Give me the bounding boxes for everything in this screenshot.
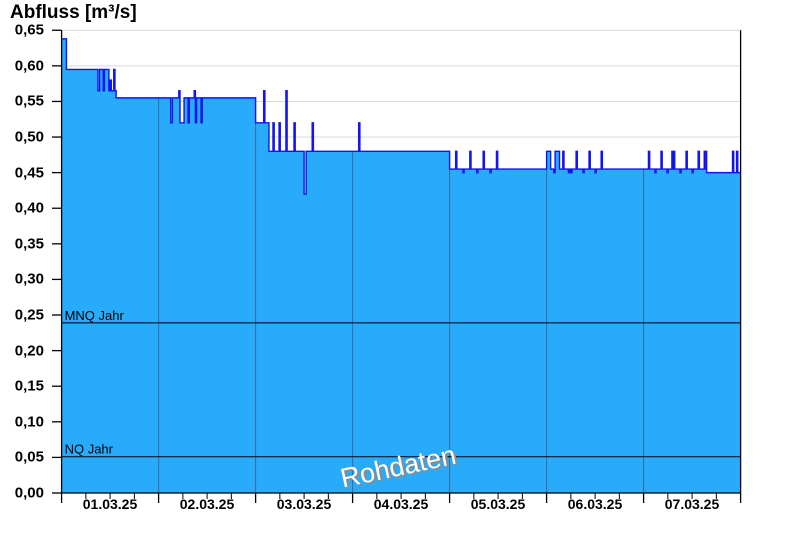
svg-text:MNQ Jahr: MNQ Jahr xyxy=(65,308,125,323)
svg-text:NQ Jahr: NQ Jahr xyxy=(65,442,114,457)
